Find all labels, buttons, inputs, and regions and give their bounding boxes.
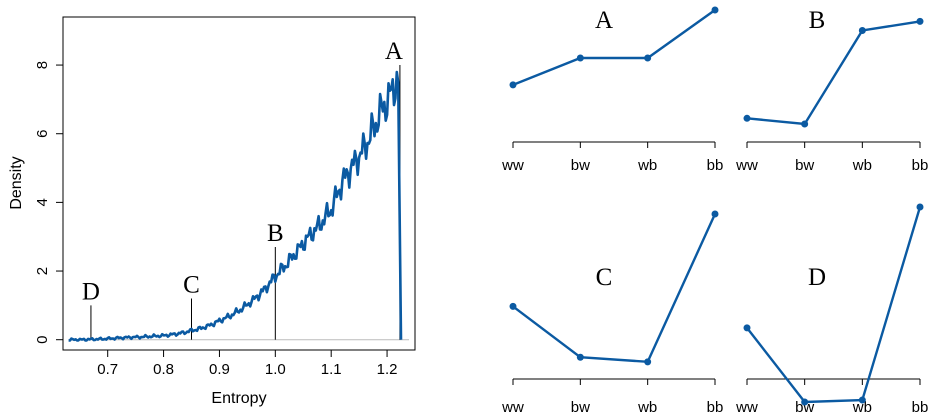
panel-category-label: wb [637,399,657,416]
x-tick-label: 1.1 [321,361,342,378]
panel-category-label: ww [735,157,758,174]
panel-point [858,396,866,404]
panel-a: ww bw wb bb A [501,6,724,174]
panel-series-line [512,213,717,364]
panel-point [743,324,751,332]
panel-point [801,398,809,406]
panel-title: B [809,7,826,34]
x-tick-label: 0.7 [97,361,118,378]
density-series-line [68,70,403,342]
marker-label-d: D [82,278,100,305]
panel-category-label: bb [707,157,724,174]
panel-category-label: ww [735,399,758,416]
panel-point [801,120,809,128]
panel-point [644,54,652,62]
panel-b: ww bw wb bb B [735,7,928,174]
panel-category-label: bw [795,399,814,416]
panel-category-label: bb [707,399,724,416]
y-tick-label: 4 [34,198,51,206]
x-tick-label: 1.0 [265,361,286,378]
marker-label-a: A [385,38,403,65]
x-axis: 0.7 0.8 0.9 1.0 1.1 1.2 [97,350,397,378]
marker-label-c: C [183,272,200,299]
panel-point [644,358,652,366]
plot-frame [62,16,416,351]
panel-point [858,27,866,35]
panel-title: A [595,7,613,34]
panel-d: ww bw wb bb D [735,203,929,416]
panel-point [916,17,924,25]
panel-series-line [512,9,716,87]
entropy-markers: A B C D [82,38,403,340]
y-tick-label: 6 [34,130,51,138]
panel-point [576,54,584,62]
y-tick-label: 8 [34,61,51,69]
panel-series-line [746,206,922,404]
x-tick-label: 0.8 [153,361,174,378]
panel-point [743,114,751,122]
panel-point [916,203,924,211]
panel-point [509,81,517,89]
y-tick-label: 2 [34,267,51,275]
panel-category-label: bw [571,399,590,416]
x-tick-label: 1.2 [377,361,398,378]
x-tick-label: 0.9 [209,361,230,378]
panel-category-label: bb [912,399,929,416]
panel-point [711,210,719,218]
profile-panels: ww bw wb bb Aww bw wb bb Bww bw wb bb Cww bw wb bb D [501,6,929,416]
panel-category-label: ww [501,157,524,174]
panel-category-label: bw [571,157,590,174]
panel-title: D [808,264,826,291]
panel-c: ww bw wb bb C [501,210,724,416]
x-axis-title: Entropy [211,390,266,407]
panel-category-label: wb [852,399,872,416]
marker-label-b: B [267,220,284,247]
panel-category-label: bw [795,157,814,174]
y-tick-label: 0 [34,336,51,344]
panel-point [509,302,517,310]
panel-category-label: bb [912,157,929,174]
y-axis-title: Density [8,156,25,209]
y-axis: 0 2 4 6 8 [34,61,63,344]
panel-series-line [746,20,921,126]
panel-category-label: ww [501,399,524,416]
panel-category-label: wb [637,157,657,174]
panel-title: C [596,264,613,291]
panel-point [711,6,719,14]
density-chart: 0.7 0.8 0.9 1.0 1.1 1.2 0 2 4 6 8 Entropy Density… [8,16,416,407]
panel-category-label: wb [852,157,872,174]
panel-point [576,353,584,361]
